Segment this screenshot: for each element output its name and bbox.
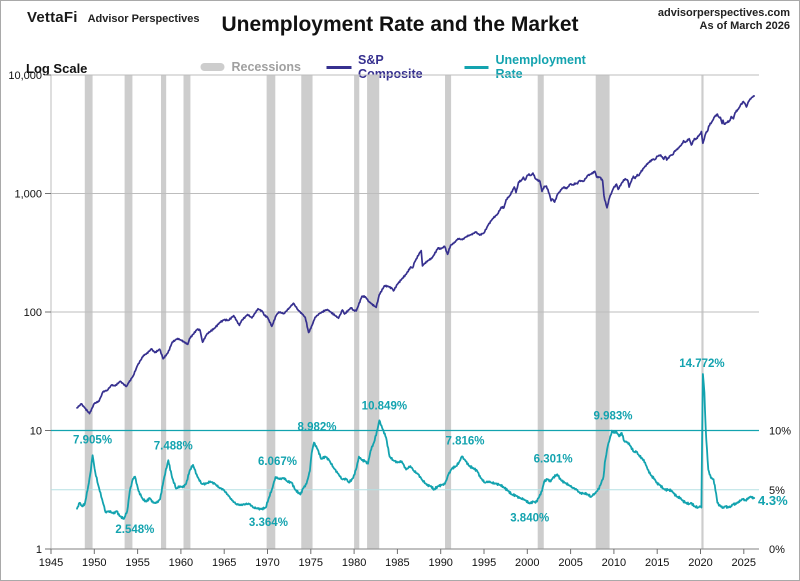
x-axis-label: 1960 bbox=[169, 557, 193, 569]
legend-label: Unemployment Rate bbox=[495, 53, 586, 81]
annotation-14.772: 14.772% bbox=[679, 358, 724, 370]
x-axis-label: 1945 bbox=[39, 557, 63, 569]
annotation-8.982: 8.982% bbox=[297, 422, 336, 434]
x-axis-label: 1985 bbox=[385, 557, 409, 569]
page-title: Unemployment Rate and the Market bbox=[221, 13, 579, 36]
annotation-9.983: 9.983% bbox=[593, 411, 632, 423]
x-axis-label: 2010 bbox=[602, 557, 626, 569]
right-axis-label: 5% bbox=[769, 485, 785, 497]
left-axis-label: 1 bbox=[36, 544, 42, 556]
log-scale-label: Log Scale bbox=[26, 61, 88, 76]
legend-swatch bbox=[464, 65, 489, 69]
x-axis-label: 2020 bbox=[688, 557, 712, 569]
left-axis-label: 10,000 bbox=[8, 70, 42, 82]
x-axis-label: 1965 bbox=[212, 557, 236, 569]
annotation-6.301: 6.301% bbox=[534, 453, 573, 465]
sp-composite-line bbox=[76, 95, 756, 415]
annotation-3.840: 3.840% bbox=[510, 512, 549, 524]
annotation-10.849: 10.849% bbox=[362, 400, 407, 412]
annotation-2.548: 2.548% bbox=[115, 524, 154, 536]
annotation-4.3: 4.3% bbox=[758, 493, 788, 508]
x-axis-label: 1980 bbox=[342, 557, 366, 569]
right-axis-label: 0% bbox=[769, 544, 785, 556]
legend-item-unemployment-rate: Unemployment Rate bbox=[464, 53, 599, 81]
left-axis-label: 10 bbox=[30, 426, 42, 438]
annotation-3.364: 3.364% bbox=[249, 517, 288, 529]
left-axis-label: 1,000 bbox=[14, 189, 42, 201]
legend-label: Recessions bbox=[231, 60, 301, 74]
x-axis-label: 1990 bbox=[428, 557, 452, 569]
x-axis-label: 2025 bbox=[732, 557, 756, 569]
left-axis-label: 100 bbox=[24, 307, 42, 319]
x-axis-label: 2015 bbox=[645, 557, 669, 569]
annotation-7.905: 7.905% bbox=[73, 434, 112, 446]
x-axis-label: 1955 bbox=[125, 557, 149, 569]
annotation-7.816: 7.816% bbox=[445, 435, 484, 447]
unemployment-rate-line bbox=[76, 373, 756, 520]
vettafi-logo: VettaFi bbox=[27, 9, 78, 26]
x-axis-label: 2005 bbox=[558, 557, 582, 569]
legend-swatch bbox=[200, 63, 225, 71]
annotation-6.067: 6.067% bbox=[258, 456, 297, 468]
legend-item-recessions: Recessions bbox=[200, 60, 301, 74]
source-block: advisorperspectives.com As of March 2026 bbox=[658, 7, 790, 33]
x-axis-label: 1970 bbox=[255, 557, 279, 569]
brand-block: VettaFi Advisor Perspectives bbox=[27, 9, 199, 26]
advisor-perspectives-label: Advisor Perspectives bbox=[87, 13, 200, 25]
x-axis-label: 1995 bbox=[472, 557, 496, 569]
annotation-7.488: 7.488% bbox=[154, 440, 193, 452]
x-axis-label: 2000 bbox=[515, 557, 539, 569]
annotations: 7.905% 2.548% 7.488% 3.364% 6.067% 8.982% 10.8… bbox=[73, 358, 788, 536]
x-axis-label: 1950 bbox=[82, 557, 106, 569]
chart-legend: Recessions S&P Composite Unemployment Rate bbox=[200, 53, 600, 81]
source-url: advisorperspectives.com bbox=[657, 7, 790, 19]
legend-swatch bbox=[326, 65, 352, 69]
axis-labels: 10,000 1,000 100 10 1 10% 5% 0% 1945 1950 1955 1960… bbox=[8, 70, 791, 569]
as-of-date: As of March 2026 bbox=[699, 19, 790, 32]
right-axis-label: 10% bbox=[769, 426, 791, 438]
x-axis-label: 1975 bbox=[299, 557, 323, 569]
